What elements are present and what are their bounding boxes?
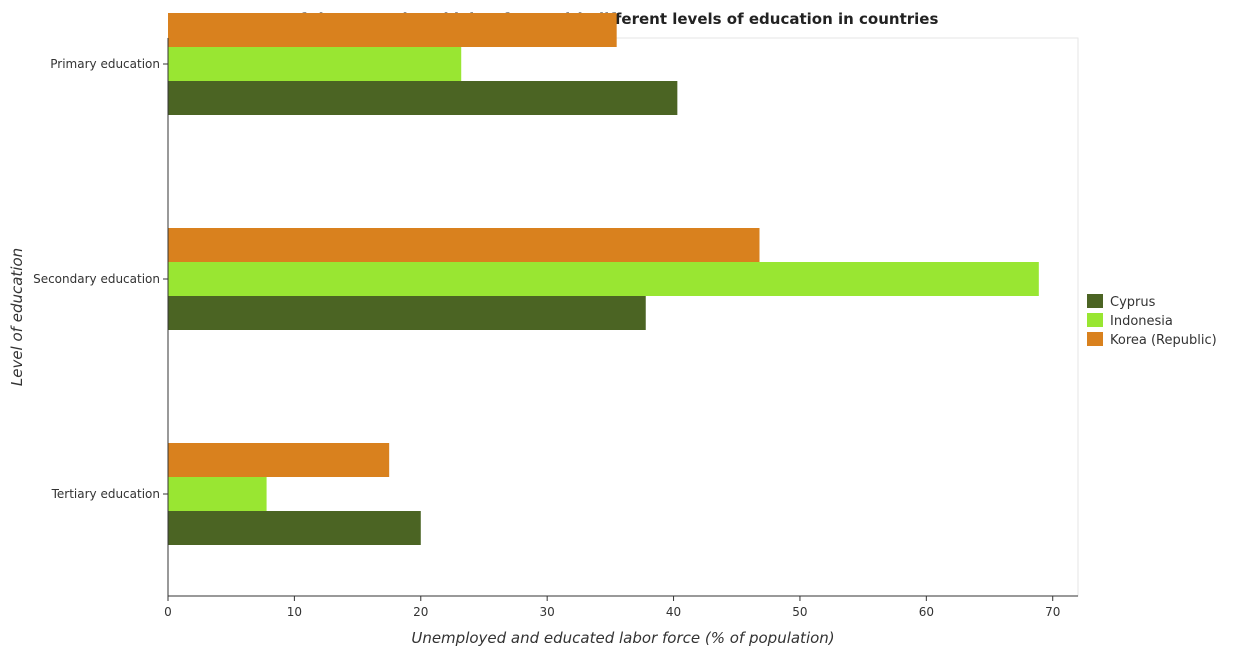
y-tick-label: Primary education <box>50 57 160 71</box>
x-tick-label: 60 <box>919 605 934 619</box>
x-tick-label: 30 <box>540 605 555 619</box>
legend-swatch <box>1087 294 1103 308</box>
x-tick-label: 0 <box>164 605 172 619</box>
bar-korea-republic--0 <box>168 13 617 47</box>
x-tick-label: 40 <box>666 605 681 619</box>
bars <box>168 13 1039 545</box>
y-axis-label: Level of education <box>8 248 26 386</box>
bar-indonesia-1 <box>168 262 1039 296</box>
bar-korea-republic--2 <box>168 443 390 477</box>
x-tick-label: 50 <box>792 605 807 619</box>
y-axis: Primary education Secondary education Tert… <box>33 38 169 596</box>
x-tick-label: 70 <box>1045 605 1060 619</box>
legend: Cyprus Indonesia Korea (Republic) <box>1087 294 1217 348</box>
x-axis: 0 10 20 30 40 50 60 70 <box>164 595 1078 619</box>
bar-cyprus-1 <box>168 296 646 330</box>
x-axis-label: Unemployed and educated labor force (% o… <box>411 629 834 647</box>
bar-indonesia-0 <box>168 47 462 81</box>
bar-cyprus-2 <box>168 511 421 545</box>
bar-cyprus-0 <box>168 81 678 115</box>
legend-label: Korea (Republic) <box>1110 333 1217 348</box>
x-tick-label: 10 <box>287 605 302 619</box>
legend-swatch <box>1087 313 1103 327</box>
bar-korea-republic--1 <box>168 228 760 262</box>
legend-label: Indonesia <box>1110 314 1173 329</box>
x-tick-label: 20 <box>413 605 428 619</box>
y-tick-label: Secondary education <box>33 272 160 286</box>
bar-indonesia-2 <box>168 477 267 511</box>
y-tick-label: Tertiary education <box>51 487 160 501</box>
legend-swatch <box>1087 332 1103 346</box>
legend-label: Cyprus <box>1110 295 1156 310</box>
